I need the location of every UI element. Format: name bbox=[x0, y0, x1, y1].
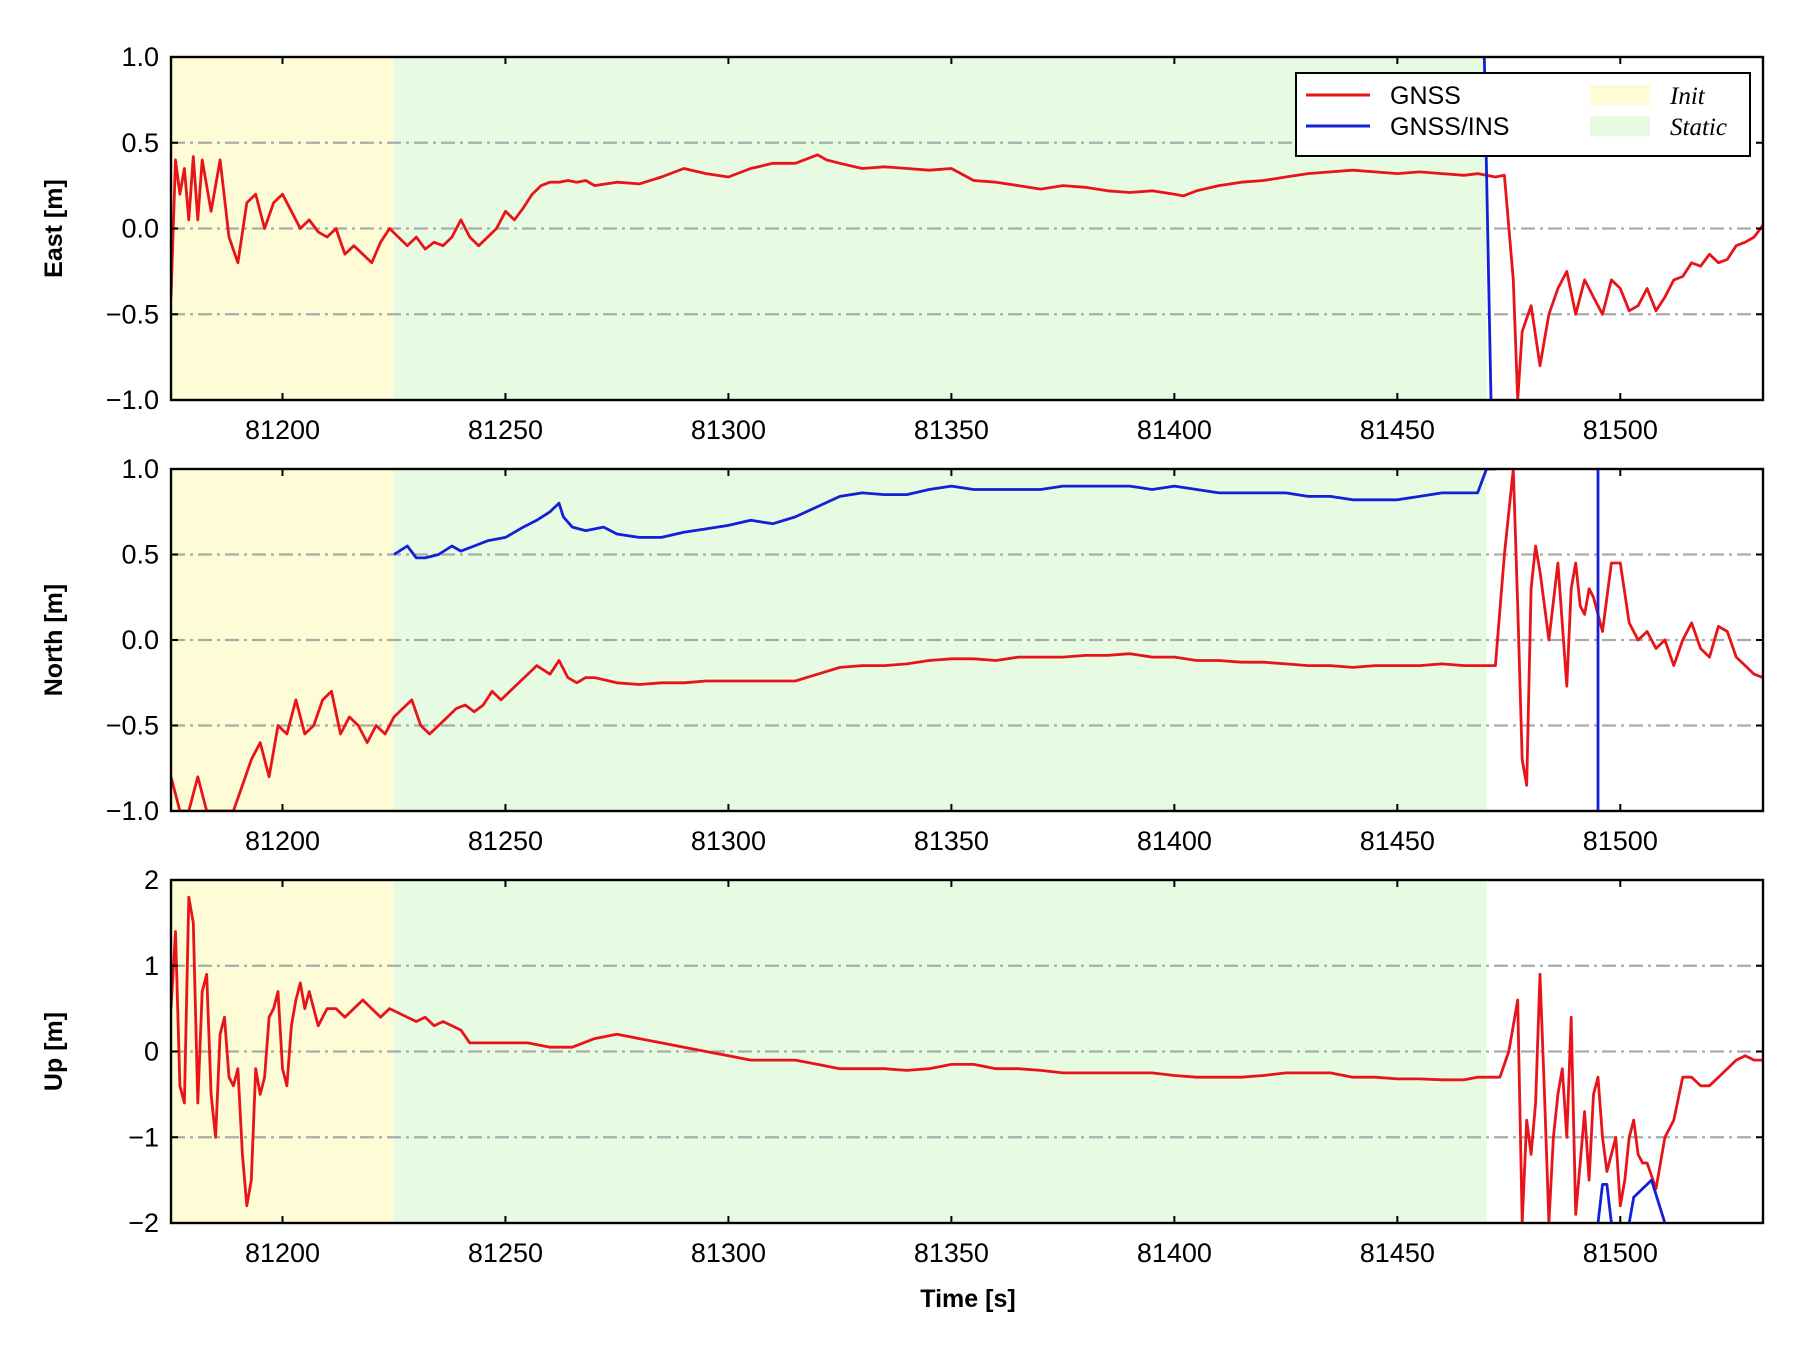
x-tick-label: 81400 bbox=[1137, 826, 1212, 856]
x-tick-label: 81400 bbox=[1137, 415, 1212, 445]
y-axis-label: North [m] bbox=[40, 584, 68, 696]
chart-panels: −1.0 −0.5 0.0 0.5 1.0 81200 81250 81300 81350 814… bbox=[40, 42, 1765, 1268]
x-tick-label: 81350 bbox=[914, 415, 989, 445]
y-tick-label: −0.5 bbox=[106, 299, 159, 329]
y-tick-label: −1.0 bbox=[106, 385, 159, 415]
y-tick-label: 1.0 bbox=[121, 454, 159, 484]
x-tick-label: 81450 bbox=[1360, 826, 1435, 856]
legend-patch-init bbox=[1590, 85, 1650, 105]
legend-box bbox=[1295, 72, 1751, 157]
legend: GNSS GNSS/INS Init Static bbox=[1295, 72, 1751, 157]
x-tick-label: 81350 bbox=[914, 826, 989, 856]
x-axis-label: Time [s] bbox=[920, 1285, 1015, 1313]
y-tick-label: 0.0 bbox=[121, 214, 159, 244]
y-tick-label: −2 bbox=[128, 1208, 159, 1238]
legend-label: GNSS bbox=[1390, 82, 1461, 110]
legend-patch-static bbox=[1590, 116, 1650, 136]
series-group bbox=[171, 895, 1763, 1223]
series-group bbox=[171, 469, 1763, 811]
x-tick-label: 81300 bbox=[691, 415, 766, 445]
x-tick-label: 81250 bbox=[468, 1238, 543, 1268]
x-tick-label: 81300 bbox=[691, 1238, 766, 1268]
x-tick-label: 81350 bbox=[914, 1238, 989, 1268]
y-tick-label: 0.5 bbox=[121, 540, 159, 570]
x-tick-label: 81500 bbox=[1583, 415, 1658, 445]
y-axis-label: Up [m] bbox=[40, 1012, 68, 1091]
series-gnss-line bbox=[171, 895, 1763, 1223]
y-tick-label: 0 bbox=[144, 1037, 159, 1067]
panel-3: −2 −1 0 1 2 81200 81250 81300 81350 81400 81450 815… bbox=[40, 865, 1765, 1268]
series-gnss-ins-line bbox=[393, 469, 1496, 560]
legend-label: Static bbox=[1670, 114, 1727, 141]
panel-2: −1.0 −0.5 0.0 0.5 1.0 81200 81250 81300 81350 814… bbox=[40, 454, 1765, 856]
x-tick-label: 81200 bbox=[245, 826, 320, 856]
y-tick-label: −1 bbox=[128, 1122, 159, 1152]
x-tick-label: 81200 bbox=[245, 415, 320, 445]
x-tick-label: 81500 bbox=[1583, 1238, 1658, 1268]
x-tick-label: 81450 bbox=[1360, 415, 1435, 445]
series-gnss-line bbox=[171, 153, 1763, 400]
y-tick-label: 0.0 bbox=[121, 625, 159, 655]
y-tick-label: 1.0 bbox=[121, 42, 159, 72]
y-tick-label: −0.5 bbox=[106, 711, 159, 741]
legend-label: GNSS/INS bbox=[1390, 113, 1509, 141]
x-tick-label: 81250 bbox=[468, 826, 543, 856]
y-axis-label: East [m] bbox=[40, 179, 68, 278]
x-tick-label: 81250 bbox=[468, 415, 543, 445]
series-gnss-ins-line bbox=[1627, 1178, 1667, 1223]
x-tick-label: 81200 bbox=[245, 1238, 320, 1268]
legend-label: Init bbox=[1669, 83, 1706, 110]
x-tick-label: 81300 bbox=[691, 826, 766, 856]
y-tick-label: 1 bbox=[144, 951, 159, 981]
series-gnss-ins-line bbox=[1596, 1183, 1613, 1223]
y-tick-label: −1.0 bbox=[106, 796, 159, 826]
series-gnss-line bbox=[171, 469, 1763, 811]
x-tick-label: 81450 bbox=[1360, 1238, 1435, 1268]
x-tick-label: 81500 bbox=[1583, 826, 1658, 856]
y-tick-label: 2 bbox=[144, 865, 159, 895]
y-tick-label: 0.5 bbox=[121, 128, 159, 158]
x-tick-label: 81400 bbox=[1137, 1238, 1212, 1268]
